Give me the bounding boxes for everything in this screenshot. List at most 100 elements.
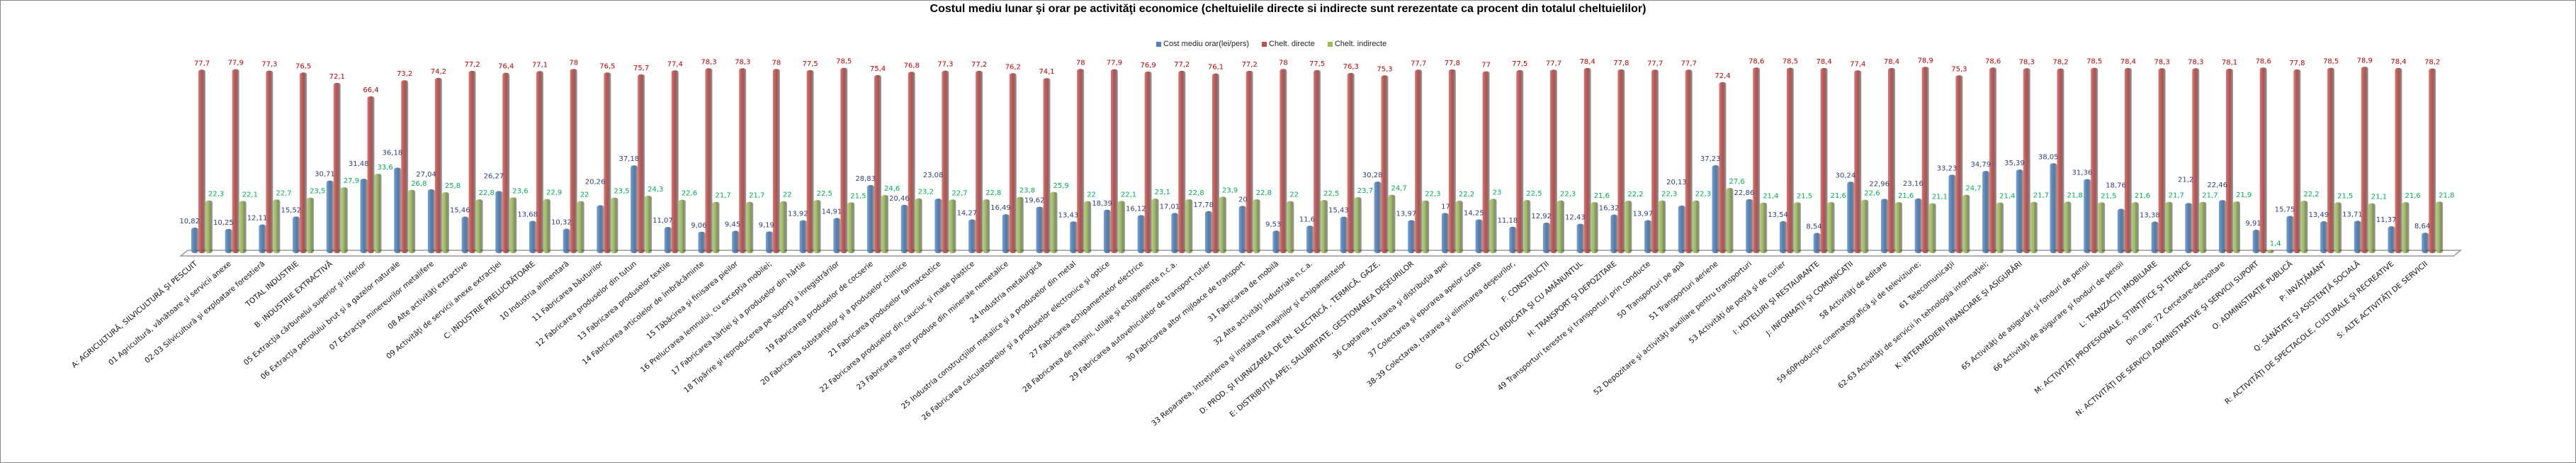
bar-direct: [1009, 73, 1017, 253]
value-label-cost: 30,24: [1836, 172, 1856, 179]
bar-direct: [976, 70, 983, 253]
value-label-direct: 78,9: [1918, 57, 1933, 65]
bar-cost: [1171, 213, 1179, 253]
legend-swatch-direct: [1262, 41, 1267, 47]
value-label-cost: 13,68: [517, 211, 538, 218]
bar-direct: [1043, 78, 1051, 253]
legend: Cost mediu orar(lei/pers) Chelt. directe…: [1156, 40, 1386, 48]
value-label-cost: 17,01: [1160, 203, 1180, 211]
bar-direct: [434, 77, 442, 253]
value-label-indirect: 21,7: [2169, 192, 2184, 200]
bar-cost: [664, 227, 672, 253]
bar-direct: [1212, 73, 1219, 253]
value-label-direct: 78,2: [2424, 59, 2440, 67]
value-label-indirect: 23: [1493, 189, 1502, 196]
value-label-direct: 78,3: [2188, 58, 2203, 66]
value-label-direct: 74,2: [431, 68, 446, 76]
bar-indirect: [307, 197, 315, 253]
value-label-direct: 78,6: [2256, 57, 2271, 65]
value-label-direct: 77,9: [228, 60, 244, 67]
value-label-cost: 13,54: [1768, 211, 1788, 219]
bar-cost: [799, 220, 807, 253]
value-label-indirect: 21,5: [1797, 192, 1812, 200]
bar-indirect: [1591, 202, 1598, 253]
value-label-direct: 77,1: [532, 61, 548, 69]
value-label-direct: 75,4: [870, 65, 886, 73]
value-label-indirect: 24,7: [1965, 185, 1981, 193]
value-label-cost: 15,52: [281, 206, 301, 214]
bar-indirect: [1185, 199, 1193, 253]
bar-cost: [2185, 203, 2193, 253]
category-label: 58 Activităţi de editare: [1818, 260, 1889, 320]
bar-cost: [1576, 223, 1584, 253]
value-label-indirect: 21,8: [2067, 191, 2083, 199]
value-label-cost: 11,07: [653, 217, 673, 225]
value-label-direct: 77,2: [1242, 61, 1258, 69]
value-label-indirect: 22: [580, 191, 589, 199]
value-label-direct: 78,2: [2052, 59, 2068, 67]
bar-indirect: [1117, 201, 1125, 253]
value-label-cost: 12,92: [1531, 213, 1552, 221]
bar-indirect: [1151, 199, 1159, 253]
category-label: 02-03 Silvicultură şi exploatare foresti…: [143, 260, 266, 365]
value-label-direct: 78: [1076, 59, 1085, 67]
bar-direct: [2395, 67, 2402, 253]
value-label-cost: 18,76: [2106, 182, 2126, 190]
bar-cost: [2117, 208, 2125, 253]
value-label-cost: 13,43: [1058, 211, 1079, 219]
bar-indirect: [2334, 202, 2342, 253]
bar-direct: [806, 69, 814, 254]
value-label-indirect: 21,7: [2202, 192, 2218, 200]
value-label-indirect: 22,5: [1323, 190, 1339, 198]
bar-cost: [1779, 221, 1787, 253]
bar-indirect: [1050, 191, 1058, 253]
bar-cost: [2084, 179, 2091, 253]
bar-indirect: [1253, 199, 1260, 253]
bar-cost: [1712, 165, 1719, 253]
value-label-cost: 20: [1238, 196, 1248, 203]
value-label-cost: 26,27: [484, 173, 504, 181]
bar-indirect: [1625, 201, 1632, 253]
bar-cost: [900, 204, 908, 253]
bar-cost: [529, 221, 536, 253]
bar-direct: [2023, 68, 2030, 254]
value-label-indirect: 21,8: [2439, 191, 2454, 199]
value-label-direct: 78,4: [1816, 58, 1831, 66]
bar-direct: [2327, 67, 2335, 253]
bar-cost: [867, 184, 874, 253]
category-label: 01 Agricultură, vânătoare şi servicii an…: [107, 260, 233, 367]
bar-direct: [1144, 71, 1152, 253]
bar-indirect: [678, 199, 686, 253]
bar-direct: [705, 68, 713, 254]
value-label-indirect: 22,5: [1526, 190, 1542, 198]
bar-cost: [191, 227, 198, 253]
bar-direct: [908, 72, 915, 253]
value-label-indirect: 22,2: [1459, 191, 1474, 199]
value-label-direct: 77,4: [667, 60, 683, 68]
bar-indirect: [1692, 200, 1700, 253]
bar-cost: [1306, 225, 1314, 253]
bar-direct: [1651, 69, 1659, 253]
bar-indirect: [915, 198, 922, 253]
value-label-cost: 21,2: [2178, 176, 2193, 184]
bar-cost: [1475, 219, 1483, 253]
value-label-cost: 10,82: [179, 218, 200, 225]
value-label-indirect: 1,4: [2270, 240, 2281, 247]
bar-cost: [2151, 221, 2159, 253]
bar-indirect: [2266, 250, 2274, 253]
value-label-indirect: 22: [783, 191, 792, 199]
bar-indirect: [1523, 200, 1531, 253]
bar-cost: [360, 179, 368, 253]
bar-cost: [2354, 221, 2361, 253]
value-label-indirect: 21,1: [2371, 194, 2387, 201]
bar-direct: [1381, 75, 1389, 253]
bar-direct: [1820, 67, 1828, 253]
bar-indirect: [1016, 196, 1024, 253]
bar-indirect: [813, 200, 821, 253]
bar-cost: [293, 216, 300, 253]
value-label-direct: 77,7: [194, 60, 210, 67]
bar-indirect: [2402, 202, 2410, 253]
bar-direct: [2057, 68, 2064, 254]
bar-direct: [2259, 67, 2267, 254]
value-label-cost: 13,97: [1396, 210, 1417, 218]
